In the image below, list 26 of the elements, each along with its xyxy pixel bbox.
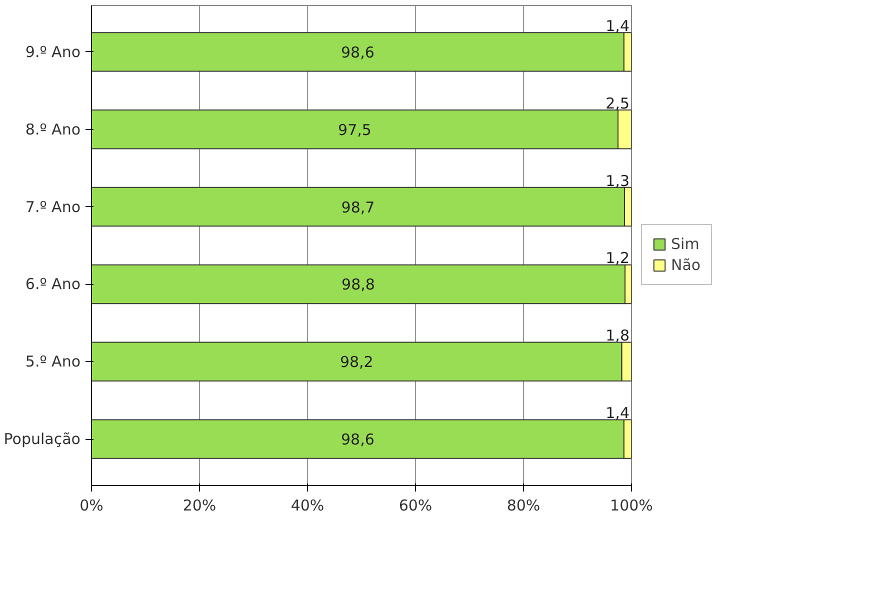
- data-label: 1,4: [606, 16, 630, 35]
- data-label: 2,5: [606, 94, 630, 112]
- y-tick-label: 5.º Ano: [25, 352, 80, 371]
- x-tick-label: 60%: [398, 496, 432, 514]
- data-label: 1,2: [606, 249, 630, 268]
- y-tick-label: 9.º Ano: [25, 42, 80, 61]
- legend-label: Sim: [671, 235, 700, 253]
- data-label: 97,5: [338, 120, 372, 139]
- y-tick-label: 8.º Ano: [25, 120, 80, 138]
- data-label: 1,4: [606, 404, 630, 422]
- y-tick-label: 6.º Ano: [25, 275, 80, 294]
- data-label: 98,2: [340, 353, 374, 372]
- x-tick-label: 80%: [506, 496, 540, 514]
- y-tick-label: 7.º Ano: [25, 198, 80, 216]
- y-tick-label: População: [4, 430, 81, 448]
- x-tick-label: 20%: [182, 496, 216, 514]
- x-tick-label: 100%: [610, 496, 653, 514]
- data-label: 98,8: [342, 276, 375, 294]
- data-label: 1,8: [606, 326, 630, 345]
- data-label: 98,6: [341, 430, 374, 449]
- x-tick-label: 40%: [290, 496, 324, 514]
- x-tick-label: 0%: [80, 496, 104, 514]
- legend-label: Não: [671, 256, 701, 274]
- data-label: 1,3: [606, 172, 630, 190]
- data-label: 98,7: [341, 198, 375, 216]
- data-label: 98,6: [341, 43, 374, 62]
